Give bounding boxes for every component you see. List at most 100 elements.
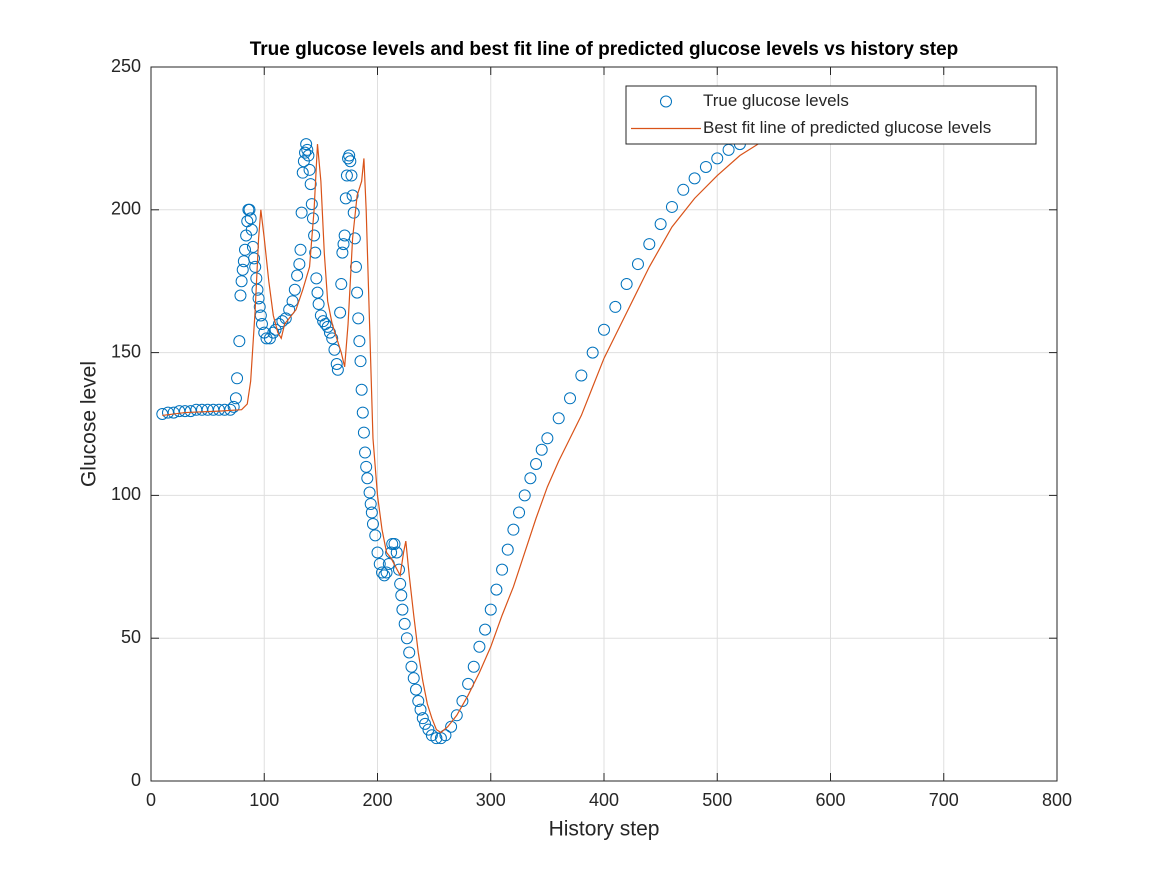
x-tick-label: 100	[249, 790, 279, 810]
data-point	[364, 497, 377, 510]
data-point	[445, 720, 458, 733]
data-point	[450, 709, 463, 722]
data-point	[253, 300, 266, 313]
data-point	[403, 646, 416, 659]
data-point	[490, 583, 503, 596]
data-point	[677, 183, 690, 196]
data-point	[419, 717, 432, 730]
data-point	[294, 243, 307, 256]
data-point	[267, 326, 280, 339]
data-point	[473, 640, 486, 653]
data-point	[301, 143, 314, 156]
y-tick-label: 150	[111, 341, 141, 361]
data-point	[312, 298, 325, 311]
data-point	[405, 660, 418, 673]
legend-box	[625, 85, 1037, 145]
data-point	[339, 192, 352, 205]
data-point	[398, 617, 411, 630]
data-point	[249, 260, 262, 273]
data-point	[291, 269, 304, 282]
data-point	[388, 537, 401, 550]
data-point	[231, 372, 244, 385]
data-point	[360, 460, 373, 473]
x-tick-label: 200	[362, 790, 392, 810]
data-point	[394, 577, 407, 590]
data-point	[479, 623, 492, 636]
y-tick-label: 0	[131, 770, 141, 790]
data-point	[552, 412, 565, 425]
data-point	[286, 295, 299, 308]
data-point	[416, 712, 429, 725]
data-point	[293, 258, 306, 271]
data-point	[414, 703, 427, 716]
data-point	[564, 392, 577, 405]
data-point	[631, 258, 644, 271]
data-point	[380, 566, 393, 579]
data-point	[283, 303, 296, 316]
data-point	[507, 523, 520, 536]
ticks: 0 100 200 300 400 500 600 700 800 0 50 100 150 200 250	[111, 56, 1072, 810]
data-point	[376, 566, 389, 579]
y-axis-label: Glucose level	[78, 361, 101, 487]
data-point	[238, 243, 251, 256]
data-point	[252, 292, 265, 305]
data-point	[236, 263, 249, 276]
data-point	[371, 546, 384, 559]
data-point	[369, 529, 382, 542]
data-point	[299, 146, 312, 159]
data-point	[496, 563, 509, 576]
x-tick-label: 600	[815, 790, 845, 810]
data-point	[535, 443, 548, 456]
y-tick-label: 200	[111, 199, 141, 219]
data-point	[345, 169, 358, 182]
data-point	[310, 272, 323, 285]
data-point	[430, 732, 443, 745]
data-point	[296, 166, 309, 179]
data-point	[352, 312, 365, 325]
data-point	[484, 603, 497, 616]
data-point	[422, 723, 435, 736]
data-point	[305, 198, 318, 211]
data-point	[373, 557, 386, 570]
data-point	[263, 332, 276, 345]
data-point	[218, 403, 231, 416]
data-point	[353, 335, 366, 348]
data-point	[390, 546, 403, 559]
data-point	[439, 729, 452, 742]
data-point	[378, 569, 391, 582]
data-point	[348, 232, 361, 245]
data-point	[308, 229, 321, 242]
data-point	[467, 660, 480, 673]
data-point	[288, 283, 301, 296]
data-point	[620, 278, 633, 291]
data-point	[365, 506, 378, 519]
data-point	[243, 203, 256, 216]
data-point	[407, 672, 420, 685]
data-point	[276, 315, 289, 328]
data-line	[162, 123, 831, 734]
data-point	[688, 172, 701, 185]
grid	[150, 66, 1058, 782]
legend-label: Best fit line of predicted glucose level…	[703, 118, 991, 137]
data-point	[410, 683, 423, 696]
data-point	[395, 589, 408, 602]
data-point	[541, 432, 554, 445]
data-point	[598, 323, 610, 336]
x-tick-label: 700	[929, 790, 959, 810]
data-point	[303, 163, 316, 176]
data-point	[366, 517, 379, 530]
x-tick-label: 500	[702, 790, 732, 810]
data-point	[347, 206, 360, 219]
data-point	[279, 312, 292, 325]
data-point	[343, 149, 356, 162]
data-point	[337, 238, 350, 251]
x-tick-label: 0	[146, 790, 156, 810]
data-point	[309, 246, 322, 259]
data-point	[340, 169, 353, 182]
data-point	[400, 632, 413, 645]
data-point	[518, 489, 531, 502]
data-point	[363, 486, 376, 499]
data-point	[326, 332, 339, 345]
